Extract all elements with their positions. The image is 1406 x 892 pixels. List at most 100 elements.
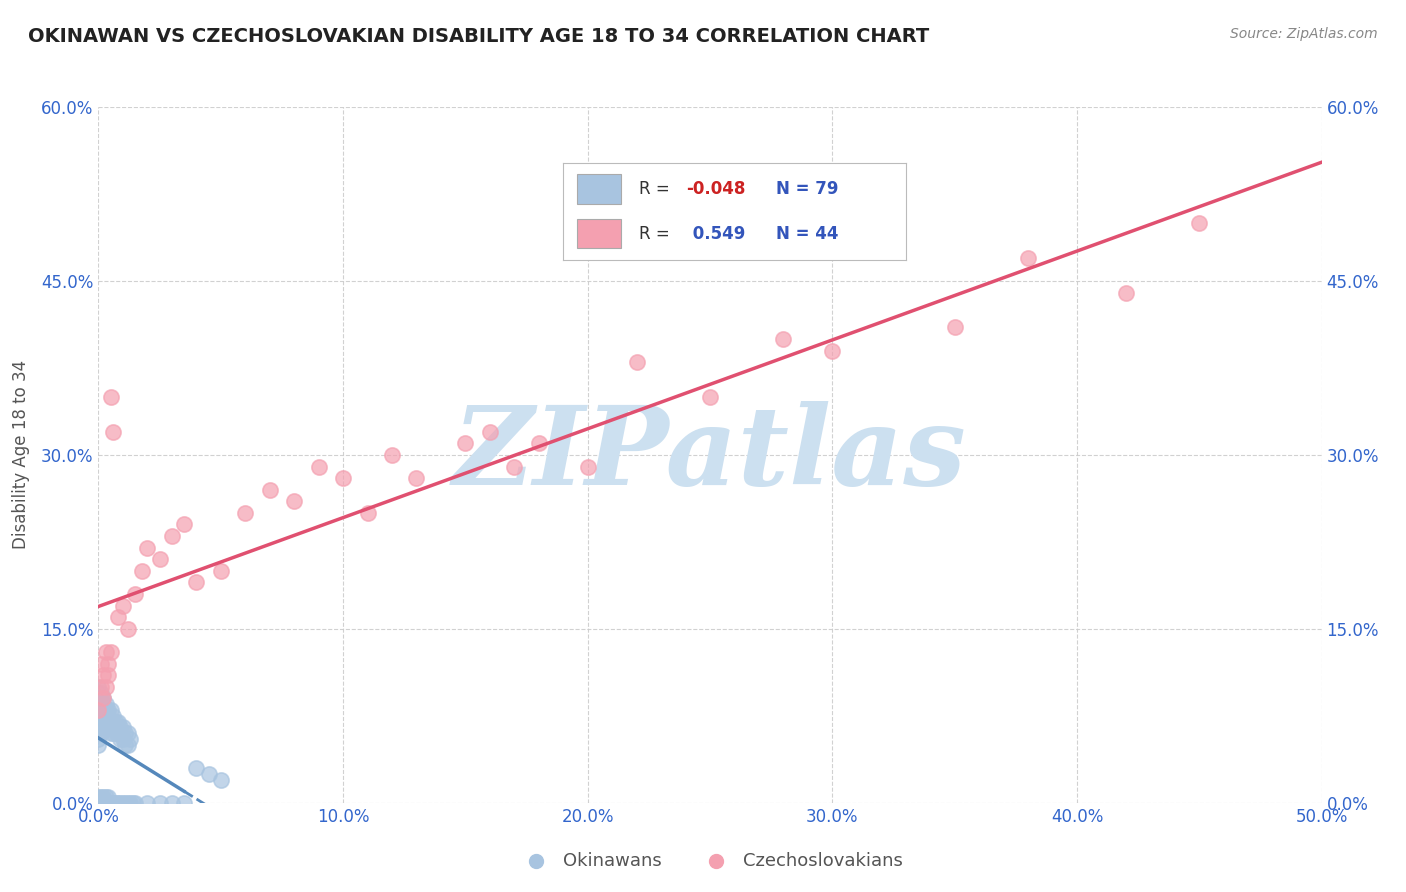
Point [356, 506, 378, 520]
Point [107, 610, 129, 624]
Point [186, 575, 208, 590]
Point [91, 691, 114, 706]
Text: N = 44: N = 44 [776, 225, 838, 243]
Text: Source: ZipAtlas.com: Source: ZipAtlas.com [1230, 27, 1378, 41]
Point [1017, 251, 1039, 265]
Point [576, 459, 599, 474]
Point [100, 726, 122, 740]
Point [527, 436, 550, 450]
Point [87, 680, 110, 694]
Point [91, 714, 114, 729]
Point [111, 796, 134, 810]
Text: OKINAWAN VS CZECHOSLOVAKIAN DISABILITY AGE 18 TO 34 CORRELATION CHART: OKINAWAN VS CZECHOSLOVAKIAN DISABILITY A… [28, 27, 929, 45]
Point [91, 708, 114, 723]
Point [186, 761, 208, 775]
Point [332, 471, 354, 485]
Point [131, 564, 153, 578]
Point [90, 796, 112, 810]
Point [90, 790, 112, 805]
Point [100, 796, 122, 810]
Point [100, 714, 122, 729]
Point [100, 645, 122, 659]
Point [97, 790, 120, 805]
Point [197, 766, 219, 781]
Point [173, 517, 195, 532]
Point [136, 541, 159, 555]
Point [90, 703, 112, 717]
Point [120, 796, 142, 810]
Point [97, 668, 120, 682]
Point [90, 726, 112, 740]
Point [90, 714, 112, 729]
Text: R =: R = [638, 180, 675, 198]
Point [97, 657, 120, 671]
Point [90, 657, 112, 671]
Point [124, 796, 146, 810]
Point [94, 708, 117, 723]
Point [97, 708, 120, 723]
Point [90, 708, 112, 723]
Point [149, 796, 172, 810]
Point [91, 790, 114, 805]
Point [91, 698, 114, 712]
Point [101, 796, 124, 810]
Point [699, 390, 721, 404]
Legend: Okinawans, Czechoslovakians: Okinawans, Czechoslovakians [510, 845, 910, 877]
Point [107, 796, 129, 810]
Point [87, 731, 110, 746]
Point [101, 726, 124, 740]
Point [772, 332, 794, 346]
Point [405, 471, 427, 485]
Point [124, 587, 146, 601]
Point [626, 355, 648, 369]
Point [104, 714, 127, 729]
Point [173, 796, 195, 810]
Point [87, 691, 110, 706]
Point [136, 796, 159, 810]
Point [100, 390, 122, 404]
Bar [576, 219, 621, 248]
Point [117, 622, 139, 636]
Point [111, 721, 134, 735]
Point [91, 703, 114, 717]
Point [87, 685, 110, 699]
Point [101, 714, 124, 729]
Point [87, 708, 110, 723]
Point [91, 668, 114, 682]
Point [117, 726, 139, 740]
Point [107, 726, 129, 740]
Point [160, 529, 183, 543]
Point [209, 564, 232, 578]
Bar [576, 175, 621, 203]
Point [110, 721, 132, 735]
Point [97, 796, 120, 810]
Point [120, 731, 142, 746]
Point [209, 772, 232, 787]
Point [90, 698, 112, 712]
Point [943, 320, 966, 334]
Point [117, 796, 139, 810]
Point [149, 552, 172, 566]
Point [87, 726, 110, 740]
Point [283, 494, 305, 508]
Point [87, 703, 110, 717]
Point [87, 790, 110, 805]
Point [381, 448, 404, 462]
Point [111, 731, 134, 746]
Point [121, 796, 143, 810]
Point [1115, 285, 1137, 300]
Point [259, 483, 281, 497]
Point [90, 691, 112, 706]
Point [94, 790, 117, 805]
Text: -0.048: -0.048 [686, 180, 747, 198]
Point [87, 738, 110, 752]
Point [114, 726, 136, 740]
Point [821, 343, 844, 358]
Point [110, 796, 132, 810]
Point [91, 796, 114, 810]
Point [110, 731, 132, 746]
Point [503, 459, 526, 474]
Point [97, 721, 120, 735]
Point [111, 599, 134, 613]
Point [101, 425, 124, 439]
